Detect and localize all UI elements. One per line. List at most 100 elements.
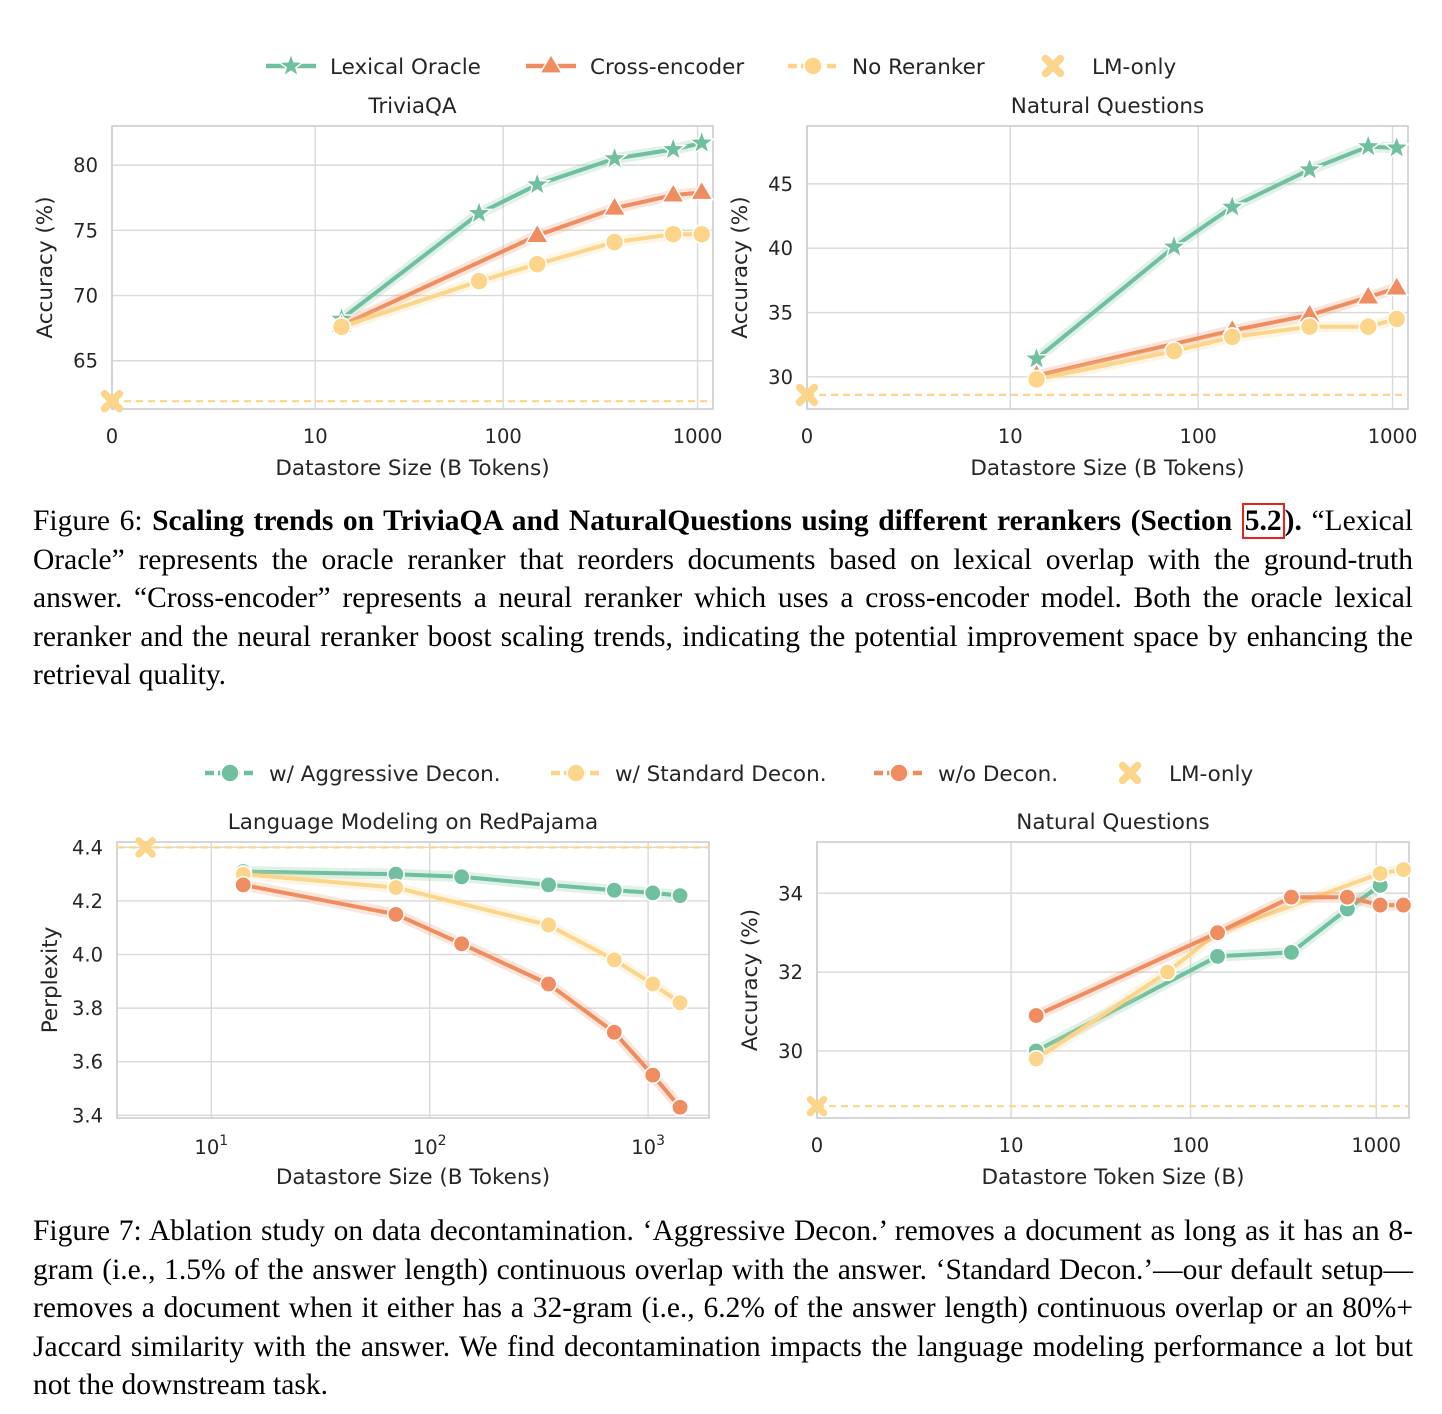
data-point [386, 878, 405, 897]
legend-label: w/ Aggressive Decon. [269, 762, 501, 787]
section-ref-link[interactable]: 5.2 [1241, 503, 1285, 539]
data-point [1394, 896, 1413, 915]
figure6-caption-bold: Scaling trends on TriviaQA and NaturalQu… [152, 503, 1302, 539]
data-point [691, 224, 712, 245]
data-point [524, 222, 550, 244]
x-tick-label: 100 [1172, 1134, 1209, 1157]
y-tick-label: 3.8 [72, 997, 103, 1020]
y-axis-label: Accuracy (%) [728, 196, 753, 338]
data-point [1355, 284, 1381, 305]
data-point [660, 182, 686, 204]
x-tick-label: 10 [999, 1134, 1024, 1157]
data-point [1282, 943, 1301, 962]
legend-figure7: w/ Aggressive Decon. w/ Standard Decon. w/… [205, 761, 1253, 787]
legend-marker [1118, 761, 1142, 785]
x-axis-label: Datastore Token Size (B) [981, 1165, 1244, 1190]
series-w-standard-decon [234, 865, 690, 1012]
data-point [464, 198, 494, 226]
data-point [1384, 275, 1409, 296]
y-axis-label: Accuracy (%) [33, 196, 58, 338]
data-point [1222, 327, 1243, 347]
data-point [643, 883, 662, 902]
y-tick-label: 34 [778, 882, 803, 905]
data-point [1027, 1049, 1046, 1068]
series-lexical-oracle [1022, 131, 1411, 371]
data-point [1394, 860, 1413, 879]
data-point [659, 134, 688, 162]
chart-title: TriviaQA [367, 94, 457, 119]
legend-item: Lexical Oracle [266, 51, 481, 80]
data-point [604, 232, 625, 252]
data-point [1218, 192, 1247, 220]
data-point [1354, 131, 1383, 159]
legend-label: No Reranker [852, 55, 985, 80]
data-point [1282, 888, 1301, 907]
data-point [663, 224, 684, 245]
data-point [1158, 963, 1177, 982]
data-point [1164, 341, 1184, 361]
y-tick-label: 30 [768, 366, 793, 389]
data-point [643, 1066, 662, 1085]
figure6-caption-bold-a: Scaling trends on TriviaQA and NaturalQu… [152, 505, 1242, 537]
y-tick-label: 3.4 [72, 1104, 103, 1127]
x-tick-label: 10 [998, 425, 1023, 448]
legend-marker [889, 763, 909, 783]
lm-only-point [795, 383, 819, 407]
legend-marker [276, 51, 306, 79]
series-line [242, 882, 682, 1109]
data-point [331, 317, 352, 337]
data-point [671, 1098, 690, 1117]
x-tick-label: 100 [1180, 425, 1217, 448]
y-tick-label: 32 [778, 961, 803, 984]
data-point [469, 271, 489, 292]
data-point [452, 934, 471, 953]
data-point [523, 169, 552, 197]
x-tick-label: 102 [413, 1133, 447, 1159]
x-tick-label: 103 [631, 1133, 665, 1159]
data-point [1386, 309, 1407, 329]
x-tick-label: 1000 [673, 425, 723, 448]
data-point [1026, 369, 1047, 390]
y-tick-label: 4.4 [72, 836, 103, 859]
series-lexical-oracle [327, 128, 716, 332]
data-point [687, 128, 716, 155]
data-point [452, 867, 471, 886]
legend-marker [803, 56, 823, 76]
legend-marker [538, 52, 564, 74]
lm-only-point [135, 837, 156, 858]
data-point [539, 916, 558, 935]
legend-label: Cross-encoder [590, 55, 744, 80]
chart-title: Language Modeling on RedPajama [228, 810, 598, 835]
data-point [689, 179, 714, 201]
series-no-reranker [331, 224, 712, 337]
plot-frame [816, 841, 1410, 1119]
x-tick-label: 1000 [1368, 425, 1418, 448]
y-tick-label: 75 [73, 219, 98, 242]
data-point [602, 195, 627, 217]
data-point [1371, 896, 1390, 915]
chart-title: Natural Questions [1011, 94, 1205, 119]
plot-frame [111, 125, 714, 410]
x-tick-label: 10 [303, 425, 328, 448]
legend-marker [566, 763, 586, 783]
data-point [605, 881, 624, 900]
data-point [1159, 232, 1189, 259]
data-point [1208, 923, 1227, 942]
data-point [1027, 1006, 1046, 1025]
x-tick-label: 100 [485, 425, 522, 448]
chart-redpajama: 101 102 103 3.4 3.6 3.8 4.0 4.2 4.4 Language Mode… [38, 810, 710, 1190]
figure6-caption-label: Figure 6: [33, 505, 153, 537]
y-tick-label: 45 [768, 173, 793, 196]
data-point [1382, 132, 1411, 160]
lm-only-point [806, 1095, 828, 1117]
data-point [605, 1023, 624, 1042]
y-axis-label: Perplexity [38, 926, 63, 1033]
chart-nq1: 0 10 100 1000 30 35 40 45 Natural Questions Datas… [728, 94, 1417, 481]
data-point [539, 975, 558, 994]
data-point [386, 905, 405, 924]
chart-triviaqa: 0 10 100 1000 65 70 75 80 TriviaQA Datastore Size… [33, 94, 722, 481]
legend-item: Cross-encoder [526, 52, 744, 80]
legend-item: LM-only [1118, 761, 1253, 787]
figure6-caption-bold-b: ). [1284, 505, 1302, 537]
